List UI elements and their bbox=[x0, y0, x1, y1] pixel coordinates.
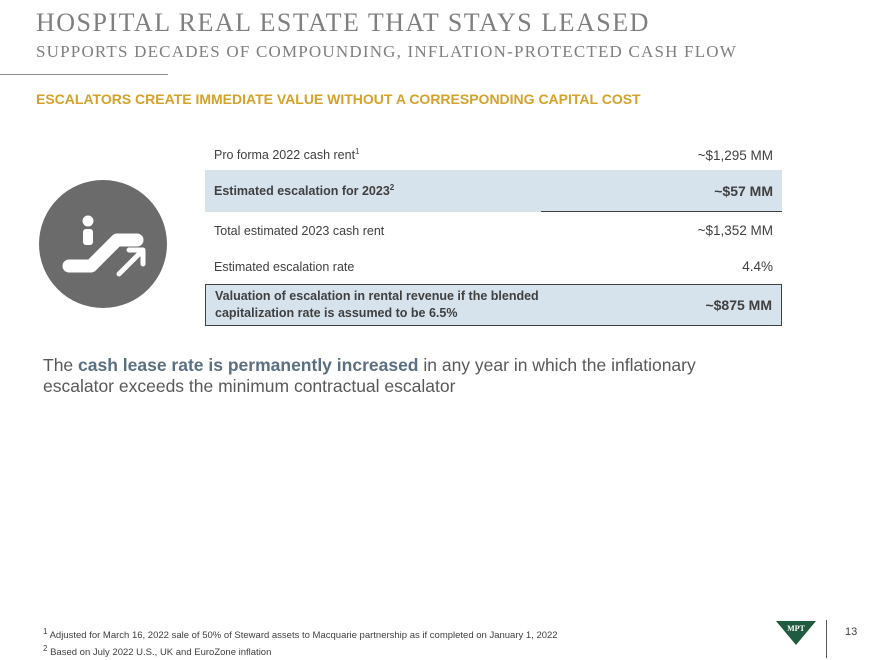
footnotes: 1 Adjusted for March 16, 2022 sale of 50… bbox=[43, 626, 558, 659]
table-row-boxed: Valuation of escalation in rental revenu… bbox=[205, 284, 782, 326]
row-value: ~$875 MM bbox=[705, 297, 772, 313]
title-divider bbox=[0, 74, 168, 75]
footer-divider bbox=[826, 620, 827, 658]
table-row: Pro forma 2022 cash rent1 ~$1,295 MM bbox=[205, 140, 782, 170]
page-title: HOSPITAL REAL ESTATE THAT STAYS LEASED bbox=[36, 8, 650, 37]
row-value: 4.4% bbox=[742, 259, 773, 274]
page-number: 13 bbox=[845, 626, 858, 638]
sum-underline bbox=[541, 211, 782, 212]
page-subtitle: SUPPORTS DECADES OF COMPOUNDING, INFLATI… bbox=[36, 42, 738, 61]
svg-text:MPT: MPT bbox=[787, 624, 805, 633]
footnote-1: 1 Adjusted for March 16, 2022 sale of 50… bbox=[43, 627, 558, 642]
escalator-icon bbox=[39, 180, 167, 308]
row-label: Pro forma 2022 cash rent1 bbox=[214, 147, 360, 163]
row-label: Estimated escalation for 20232 bbox=[214, 183, 395, 199]
row-label: Valuation of escalation in rental revenu… bbox=[215, 289, 539, 320]
row-value: ~$57 MM bbox=[714, 183, 773, 199]
company-logo: MPT bbox=[774, 619, 818, 652]
row-value: ~$1,352 MM bbox=[697, 223, 773, 238]
footnote-2: 2 Based on July 2022 U.S., UK and EuroZo… bbox=[43, 643, 272, 658]
section-heading: ESCALATORS CREATE IMMEDIATE VALUE WITHOU… bbox=[36, 91, 641, 107]
row-label: Estimated escalation rate bbox=[214, 259, 355, 274]
row-label: Total estimated 2023 cash rent bbox=[214, 223, 385, 238]
table-row: Estimated escalation rate 4.4% bbox=[205, 249, 782, 284]
table-row: Total estimated 2023 cash rent ~$1,352 M… bbox=[205, 212, 782, 249]
table-row-highlighted: Estimated escalation for 20232 ~$57 MM bbox=[205, 170, 782, 212]
statement-emphasis: cash lease rate is permanently increased bbox=[78, 355, 419, 375]
key-statement: The cash lease rate is permanently incre… bbox=[43, 355, 696, 396]
escalation-table: Pro forma 2022 cash rent1 ~$1,295 MM Est… bbox=[205, 140, 782, 326]
row-value: ~$1,295 MM bbox=[697, 147, 773, 163]
